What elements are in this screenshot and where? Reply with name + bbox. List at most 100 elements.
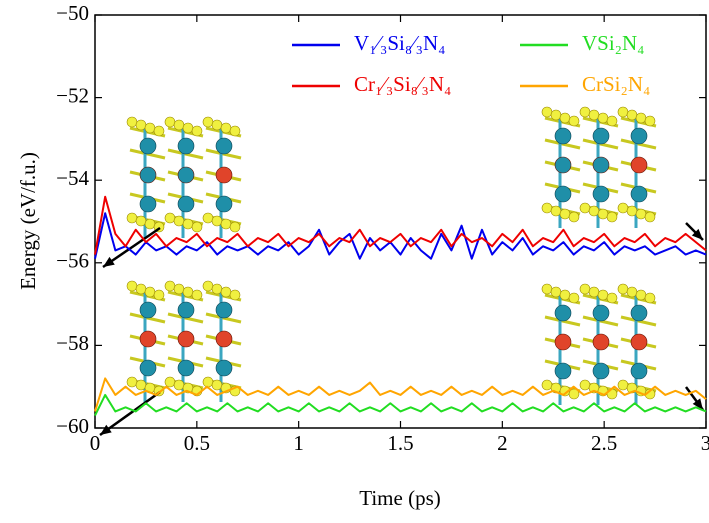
n-atom xyxy=(636,113,646,123)
n-atom xyxy=(636,209,646,219)
si-atom xyxy=(216,196,232,212)
n-atom xyxy=(542,107,552,117)
y-axis-label: Energy (eV/f.u.) xyxy=(16,152,40,290)
si-atom xyxy=(216,360,232,376)
si-atom xyxy=(555,128,571,144)
y-tick-label: −52 xyxy=(56,83,89,107)
n-atom xyxy=(560,290,570,300)
si-atom xyxy=(140,196,156,212)
n-atom xyxy=(127,281,137,291)
n-atom xyxy=(203,213,213,223)
n-atom xyxy=(192,222,202,232)
n-atom xyxy=(542,203,552,213)
metal-atom xyxy=(631,157,647,173)
n-atom xyxy=(221,219,231,229)
metal-atom xyxy=(216,331,232,347)
n-atom xyxy=(598,113,608,123)
n-atom xyxy=(589,287,599,297)
n-atom xyxy=(174,284,184,294)
n-atom xyxy=(145,219,155,229)
n-atom xyxy=(560,113,570,123)
n-atom xyxy=(580,107,590,117)
metal-atom xyxy=(555,334,571,350)
x-tick-label: 0 xyxy=(90,431,101,455)
n-atom xyxy=(627,110,637,120)
n-atom xyxy=(183,287,193,297)
x-tick-label: 0.5 xyxy=(184,431,210,455)
si-atom xyxy=(178,196,194,212)
n-atom xyxy=(145,287,155,297)
n-atom xyxy=(192,290,202,300)
crystal-inset xyxy=(542,284,656,405)
n-atom xyxy=(618,203,628,213)
x-tick-label: 1 xyxy=(293,431,304,455)
si-atom xyxy=(593,128,609,144)
n-atom xyxy=(154,126,164,136)
n-atom xyxy=(645,293,655,303)
si-atom xyxy=(140,138,156,154)
n-atom xyxy=(165,213,175,223)
metal-atom xyxy=(593,334,609,350)
si-atom xyxy=(555,305,571,321)
n-atom xyxy=(203,377,213,387)
si-atom xyxy=(631,305,647,321)
n-atom xyxy=(598,290,608,300)
x-tick-label: 3 xyxy=(701,431,709,455)
metal-atom xyxy=(593,157,609,173)
x-tick-label: 2.5 xyxy=(591,431,617,455)
n-atom xyxy=(627,287,637,297)
n-atom xyxy=(165,377,175,387)
n-atom xyxy=(607,293,617,303)
n-atom xyxy=(203,117,213,127)
si-atom xyxy=(593,186,609,202)
n-atom xyxy=(230,126,240,136)
n-atom xyxy=(174,216,184,226)
si-atom xyxy=(216,302,232,318)
n-atom xyxy=(580,203,590,213)
n-atom xyxy=(192,126,202,136)
n-atom xyxy=(136,284,146,294)
si-atom xyxy=(140,302,156,318)
n-atom xyxy=(542,380,552,390)
n-atom xyxy=(569,212,579,222)
n-atom xyxy=(165,281,175,291)
n-atom xyxy=(627,206,637,216)
legend-label: V₁⁄₃Si₈⁄₃N₄ xyxy=(354,31,445,55)
y-tick-label: −54 xyxy=(56,166,89,190)
si-atom xyxy=(555,186,571,202)
si-atom xyxy=(216,138,232,154)
si-atom xyxy=(631,363,647,379)
n-atom xyxy=(183,123,193,133)
si-atom xyxy=(178,138,194,154)
n-atom xyxy=(127,213,137,223)
si-atom xyxy=(631,186,647,202)
n-atom xyxy=(580,380,590,390)
metal-atom xyxy=(178,331,194,347)
chart: Time (ps) Energy (eV/f.u.) −60−58−56−54−… xyxy=(0,0,709,523)
n-atom xyxy=(607,212,617,222)
si-atom xyxy=(178,302,194,318)
si-atom xyxy=(631,128,647,144)
n-atom xyxy=(230,222,240,232)
n-atom xyxy=(580,284,590,294)
arrow-head xyxy=(100,425,112,435)
n-atom xyxy=(598,209,608,219)
y-tick-label: −56 xyxy=(56,249,89,273)
n-atom xyxy=(230,290,240,300)
si-atom xyxy=(593,305,609,321)
crystal-inset xyxy=(127,281,241,402)
y-tick-label: −60 xyxy=(56,414,89,438)
crystal-inset xyxy=(542,107,656,228)
y-tick-label: −50 xyxy=(56,1,89,25)
metal-atom xyxy=(140,167,156,183)
legend-label: Cr₁⁄₃Si₈⁄₃N₄ xyxy=(354,72,451,96)
x-tick-label: 1.5 xyxy=(387,431,413,455)
n-atom xyxy=(212,284,222,294)
n-atom xyxy=(589,206,599,216)
n-atom xyxy=(607,116,617,126)
n-atom xyxy=(127,377,137,387)
n-atom xyxy=(212,216,222,226)
n-atom xyxy=(136,120,146,130)
x-tick-label: 2 xyxy=(497,431,508,455)
n-atom xyxy=(183,219,193,229)
